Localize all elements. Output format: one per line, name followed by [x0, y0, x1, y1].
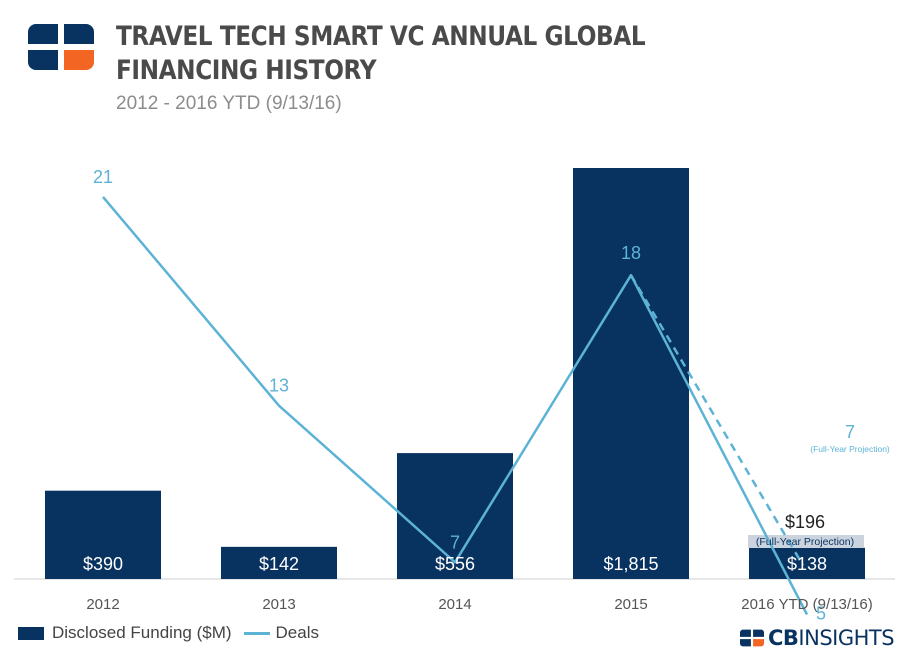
- deals-point-label: 18: [621, 243, 641, 263]
- deals-projection-caption: (Full-Year Projection): [810, 444, 890, 454]
- funding-projection-caption: (Full-Year Projection): [756, 536, 854, 548]
- x-tick-label: 2016 YTD (9/13/16): [741, 596, 872, 613]
- x-tick-label: 2015: [614, 596, 647, 613]
- brand-logo-icon: [740, 629, 764, 647]
- chart-subtitle: 2012 - 2016 YTD (9/13/16): [116, 93, 342, 114]
- x-tick-label: 2012: [86, 596, 119, 613]
- deals-line: [102, 196, 809, 616]
- deals-point-label: 7: [450, 532, 460, 552]
- legend-deals-label: Deals: [275, 623, 319, 642]
- legend-funding-swatch: [18, 626, 44, 640]
- funding-bar: [573, 168, 689, 579]
- funding-bar-label: $556: [435, 554, 475, 574]
- brand-wordmark: CBINSIGHTS: [768, 626, 895, 650]
- funding-bar-label: $1,815: [603, 554, 658, 574]
- x-tick-label: 2014: [438, 596, 471, 613]
- deals-point-label: 21: [93, 167, 113, 187]
- deals-point-label: 13: [269, 376, 289, 396]
- funding-bar-label: $142: [259, 554, 299, 574]
- legend-deals-swatch: [243, 631, 270, 635]
- legend: Disclosed Funding ($M) Deals: [18, 622, 319, 644]
- funding-projection-box: [748, 535, 864, 548]
- chart-title: TRAVEL TECH SMART VC ANNUAL GLOBAL FINAN…: [116, 21, 646, 86]
- funding-bar: [749, 547, 865, 579]
- funding-bar: [397, 453, 513, 579]
- funding-bar-label: $390: [83, 554, 123, 574]
- funding-bar: [45, 490, 161, 579]
- cb-insights-logo-icon: [28, 24, 94, 70]
- x-tick-label: 2013: [262, 596, 295, 613]
- deals-projection-value-label: 7: [845, 422, 855, 442]
- deals-projection-line: [629, 274, 805, 566]
- funding-bar-label: $138: [787, 554, 827, 574]
- legend-funding-label: Disclosed Funding ($M): [52, 623, 232, 642]
- brand-footer: CBINSIGHTS: [740, 624, 895, 652]
- deals-point-label: 5: [816, 604, 826, 624]
- funding-bar: [221, 546, 337, 579]
- funding-projection-value-label: $196: [785, 512, 825, 532]
